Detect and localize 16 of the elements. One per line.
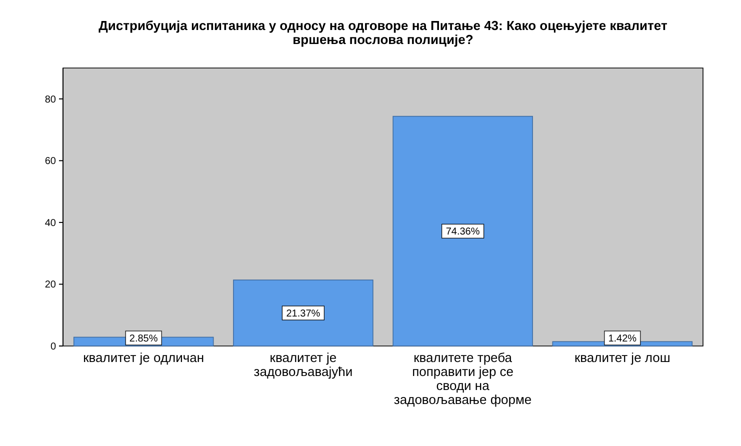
y-tick-label: 60 <box>44 156 56 168</box>
x-tick-label: квалитет је задовољавајући <box>254 350 353 379</box>
y-tick-label: 80 <box>44 94 56 106</box>
x-tick-label: квалитете треба поправити јер се своди на задовољавање форме <box>394 350 532 407</box>
chart-title: Дистрибуција испитаника у односу на одговоре на Питање 43: Како оцењујете квалитет вршења послова полиције? <box>98 18 668 47</box>
data-label: 21.37% <box>286 308 320 320</box>
y-tick-label: 20 <box>44 280 56 291</box>
data-label: 74.36% <box>446 226 480 238</box>
bar <box>233 280 374 346</box>
data-label: 1.42% <box>608 334 637 344</box>
y-tick-label: 0 <box>50 342 56 352</box>
x-tick-label: квалитет је лош <box>574 350 670 365</box>
bar <box>392 116 533 346</box>
data-label: 2.85% <box>129 334 158 344</box>
x-tick-label: квалитет је одличан <box>83 350 204 365</box>
y-tick-label: 40 <box>44 218 56 229</box>
